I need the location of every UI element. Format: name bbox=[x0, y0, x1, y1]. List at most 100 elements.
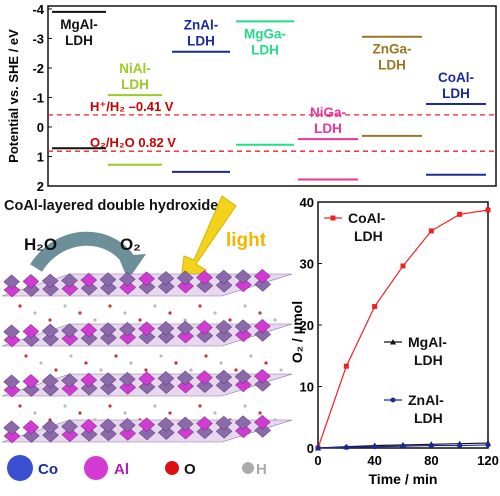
interlayer-atom-icon bbox=[93, 318, 97, 322]
octahedron-icon bbox=[138, 279, 156, 295]
octahedron-icon bbox=[41, 373, 59, 389]
material-label-line2: LDH bbox=[314, 121, 342, 136]
interlayer-atom-icon bbox=[108, 304, 112, 308]
material-label-line2: LDH bbox=[442, 86, 470, 101]
series-point bbox=[457, 443, 463, 449]
o2-evolution-chart-panel: 0 10 20 30 40 0 40 80 120 O₂ / μmol CoAl- LDH MgAl-… bbox=[289, 192, 500, 491]
interlayer-atom-icon bbox=[273, 318, 277, 322]
interlayer-atom-icon bbox=[63, 404, 67, 408]
interlayer-atom-icon bbox=[183, 318, 187, 322]
legend-label-line2: LDH bbox=[414, 410, 443, 426]
interlayer-atom-icon bbox=[264, 361, 268, 365]
octahedron-icon bbox=[118, 371, 136, 387]
octahedron-icon bbox=[80, 372, 98, 388]
octahedron-icon bbox=[234, 319, 252, 334]
interlayer-atom-icon bbox=[39, 361, 43, 365]
series-point bbox=[485, 207, 491, 213]
octahedron-icon bbox=[254, 327, 272, 342]
material-label-line2: LDH bbox=[121, 77, 149, 92]
material-label-line1: MgAl- bbox=[60, 17, 98, 32]
octahedron-icon bbox=[215, 415, 233, 431]
octahedron-icon bbox=[41, 323, 59, 339]
interlayer-atom-icon bbox=[138, 318, 142, 322]
octahedron-icon bbox=[3, 332, 21, 348]
series-point bbox=[400, 263, 406, 269]
octahedron-icon bbox=[234, 415, 252, 430]
chart-x-tick-label: 80 bbox=[424, 453, 438, 468]
band-diagram-svg: Potential vs. SHE / eV -4 -3 -2 -1 0 1 2 H⁺/H₂… bbox=[6, 2, 497, 194]
interlayer-atom-icon bbox=[159, 354, 163, 358]
octahedron-icon bbox=[177, 378, 194, 394]
octahedron-icon bbox=[3, 324, 21, 340]
band-y-tick-label: -2 bbox=[32, 61, 44, 76]
octahedron-icon bbox=[196, 378, 214, 394]
curved-arrow-icon bbox=[30, 231, 136, 273]
legend-label-line2: LDH bbox=[414, 352, 443, 368]
interlayer-atom-icon bbox=[78, 311, 82, 315]
series-point bbox=[485, 442, 491, 448]
atom-legend: Co Al O H bbox=[7, 455, 267, 481]
material-label-line1: NiGa- bbox=[310, 105, 346, 120]
interlayer-atom-icon bbox=[114, 354, 118, 358]
band-reference-lines: H⁺/H₂ –0.41 V O₂/H₂O 0.82 V bbox=[48, 99, 496, 152]
interlayer-atom-icon bbox=[18, 304, 22, 308]
octahedron-icon bbox=[176, 320, 194, 336]
octahedron-icon bbox=[253, 414, 271, 430]
reference-label: H⁺/H₂ –0.41 V bbox=[90, 99, 174, 114]
material-label-line2: LDH bbox=[187, 34, 215, 49]
octahedron-icon bbox=[176, 370, 194, 386]
octahedron-icon bbox=[22, 428, 40, 443]
interlayer-atom-icon bbox=[144, 368, 148, 372]
band-diagram-panel: Potential vs. SHE / eV -4 -3 -2 -1 0 1 2 H⁺/H₂… bbox=[0, 0, 500, 194]
interlayer-atom-icon bbox=[153, 404, 157, 408]
o2-label: O₂ bbox=[120, 235, 141, 254]
octahedron-icon bbox=[157, 379, 175, 394]
octahedron-icon bbox=[22, 420, 40, 435]
octahedron-icon bbox=[119, 330, 137, 345]
interlayer-atom-icon bbox=[213, 411, 217, 415]
octahedron-icon bbox=[22, 382, 40, 397]
octahedron-icon bbox=[196, 370, 213, 385]
octahedron-icon bbox=[42, 381, 59, 397]
band-y-tick-label: -1 bbox=[32, 90, 44, 105]
octahedron-icon bbox=[100, 380, 117, 396]
legend-label-line1: ZnAl- bbox=[408, 392, 444, 408]
octahedron-icon bbox=[80, 426, 98, 442]
octahedron-icon bbox=[138, 329, 156, 345]
interlayer-atom-icon bbox=[129, 361, 133, 365]
octahedron-icon bbox=[119, 380, 137, 395]
octahedron-icon bbox=[22, 282, 40, 297]
octahedron-icon bbox=[196, 270, 213, 285]
band-y-tick-label: -4 bbox=[32, 2, 44, 17]
octahedron-icon bbox=[22, 324, 40, 339]
octahedron-icon bbox=[80, 280, 98, 296]
octahedron-icon bbox=[118, 417, 136, 433]
interlayer-atom-icon bbox=[204, 354, 208, 358]
octahedron-icon bbox=[254, 277, 272, 292]
octahedron-icon bbox=[196, 328, 214, 344]
octahedron-icon bbox=[61, 323, 78, 338]
material-label-line1: ZnAl- bbox=[184, 18, 219, 33]
octahedron-icon bbox=[99, 418, 117, 433]
octahedron-icon bbox=[196, 320, 213, 335]
octahedron-icon bbox=[22, 274, 40, 289]
octahedron-icon bbox=[3, 274, 21, 290]
octahedron-icon bbox=[42, 331, 59, 347]
interlayer-atom-icon bbox=[33, 411, 37, 415]
octahedron-icon bbox=[138, 321, 156, 337]
illustration-title: CoAl-layered double hydroxide bbox=[4, 198, 218, 214]
al-atom-icon bbox=[84, 456, 108, 480]
octahedron-icon bbox=[234, 269, 252, 284]
octahedron-icon bbox=[138, 417, 156, 433]
material-label-line1: MgGa- bbox=[244, 26, 286, 41]
chart-x-tick-label: 0 bbox=[314, 453, 321, 468]
interlayer-atom-icon bbox=[243, 404, 247, 408]
chart-y-tick-label: 20 bbox=[300, 318, 314, 333]
band-y-tick-label: 2 bbox=[37, 179, 44, 192]
octahedron-icon bbox=[215, 423, 233, 439]
octahedron-icon bbox=[118, 271, 136, 287]
interlayer-atom-icon bbox=[279, 368, 283, 372]
octahedron-icon bbox=[100, 330, 117, 346]
octahedron-icon bbox=[254, 423, 272, 438]
